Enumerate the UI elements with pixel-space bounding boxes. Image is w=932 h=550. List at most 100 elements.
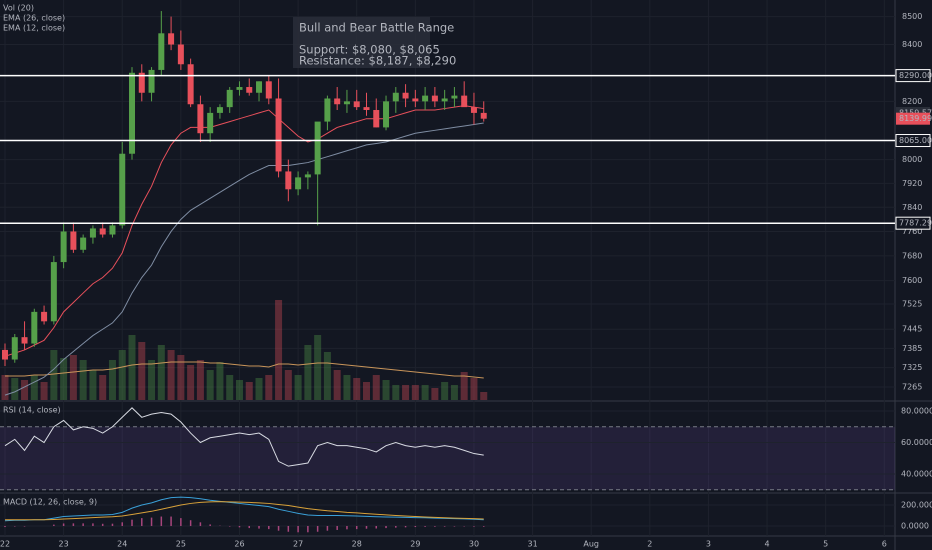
- x-tick-label: 5: [823, 540, 828, 549]
- volume-bar: [255, 378, 263, 400]
- candle-body: [226, 89, 233, 108]
- candle-body: [422, 95, 429, 102]
- candle-body: [461, 95, 468, 108]
- candle-body: [392, 92, 399, 102]
- candle-body: [99, 228, 106, 235]
- candle-body: [451, 95, 458, 99]
- indicator-line: [4, 496, 484, 522]
- volume-bar: [402, 385, 410, 400]
- volume-bar: [245, 382, 253, 400]
- x-tick-label: 29: [410, 540, 420, 549]
- macd-histogram: [326, 525, 329, 531]
- macd-histogram: [375, 525, 378, 529]
- candle-body: [480, 112, 487, 119]
- volume-bar: [167, 350, 175, 400]
- macd-histogram: [424, 525, 426, 527]
- macd-histogram: [111, 523, 114, 526]
- annotation-title: Bull and Bear Battle Range: [299, 21, 454, 35]
- volume-bar: [40, 382, 48, 400]
- macd-histogram: [287, 525, 290, 532]
- volume-bar: [314, 335, 322, 400]
- candle-body: [470, 107, 477, 113]
- macd-histogram: [248, 525, 250, 529]
- macd-histogram: [336, 525, 338, 530]
- y-tick-label: 8400: [902, 40, 922, 49]
- candle-body: [207, 112, 214, 134]
- volume-bar: [431, 388, 439, 400]
- candle-body: [402, 92, 409, 99]
- pane-title: MACD (12, 26, close, 9): [3, 498, 97, 507]
- volume-bar: [118, 350, 126, 400]
- volume-bar: [187, 365, 195, 400]
- candle-body: [383, 101, 390, 128]
- macd-histogram: [297, 525, 299, 533]
- candle-body: [236, 87, 243, 90]
- x-tick-label: Aug: [583, 540, 599, 549]
- y-tick-label: 7325: [902, 363, 922, 372]
- volume-bar: [60, 358, 68, 400]
- macd-histogram: [228, 525, 231, 527]
- candle-body: [60, 231, 67, 263]
- annotation-line: Support: $8,080, $8,065: [299, 43, 440, 57]
- candle-body: [138, 72, 145, 93]
- x-tick-label: 31: [527, 540, 537, 549]
- candle-body: [373, 110, 380, 128]
- y-tick-label: 7600: [902, 276, 922, 285]
- y-tick-label: 8200: [902, 97, 922, 106]
- volume-bar: [294, 375, 302, 400]
- volume-bar: [333, 370, 341, 400]
- volume-bar: [421, 385, 429, 400]
- y-tick-label: 40.0000: [901, 470, 932, 479]
- x-tick-label: 27: [293, 540, 303, 549]
- volume-bar: [353, 378, 361, 400]
- candle-body: [431, 95, 438, 102]
- volume-bar: [470, 378, 478, 400]
- y-tick-label: 7385: [902, 344, 922, 353]
- volume-bar: [1, 375, 9, 400]
- macd-histogram: [14, 525, 16, 527]
- candle-body: [314, 121, 321, 175]
- macd-histogram: [150, 517, 153, 526]
- macd-histogram: [482, 525, 485, 527]
- y-tick-label: 7840: [902, 203, 922, 212]
- candle-body: [11, 337, 18, 360]
- volume-bar: [392, 385, 400, 400]
- y-tick-label: 0.0000: [901, 521, 929, 530]
- legend-entry: EMA (26, close): [3, 14, 65, 23]
- macd-histogram: [170, 516, 172, 526]
- x-tick-label: 26: [234, 540, 244, 549]
- volume-bar: [177, 355, 185, 400]
- macd-histogram: [355, 525, 358, 530]
- macd-histogram: [199, 522, 202, 526]
- volume-bar: [157, 345, 165, 400]
- rsi-band: [0, 426, 895, 490]
- annotation-line: Resistance: $8,187, $8,290: [299, 54, 456, 68]
- macd-histogram: [53, 524, 55, 526]
- candle-body: [89, 228, 96, 238]
- line-label: 8290.00: [899, 71, 932, 80]
- y-tick-label: 7680: [902, 251, 922, 260]
- volume-bar: [304, 345, 312, 400]
- candle-body: [119, 153, 126, 226]
- volume-bar: [382, 380, 390, 400]
- candle-body: [256, 81, 263, 93]
- candle-body: [70, 231, 77, 250]
- candle-body: [168, 33, 175, 45]
- volume-bar: [11, 378, 19, 400]
- line-label-box: [895, 216, 931, 230]
- volume-bar: [235, 380, 243, 400]
- candle-body: [41, 311, 48, 322]
- volume-bar: [460, 372, 468, 400]
- macd-histogram: [4, 525, 6, 528]
- candle-body: [275, 98, 282, 172]
- candle-body: [363, 107, 370, 111]
- macd-histogram: [277, 525, 280, 531]
- macd-histogram: [346, 525, 348, 530]
- volume-bar: [216, 362, 224, 400]
- volume-bar: [441, 382, 449, 400]
- price-label-box: [896, 112, 930, 125]
- macd-histogram: [131, 519, 133, 526]
- ema-line: [4, 122, 484, 396]
